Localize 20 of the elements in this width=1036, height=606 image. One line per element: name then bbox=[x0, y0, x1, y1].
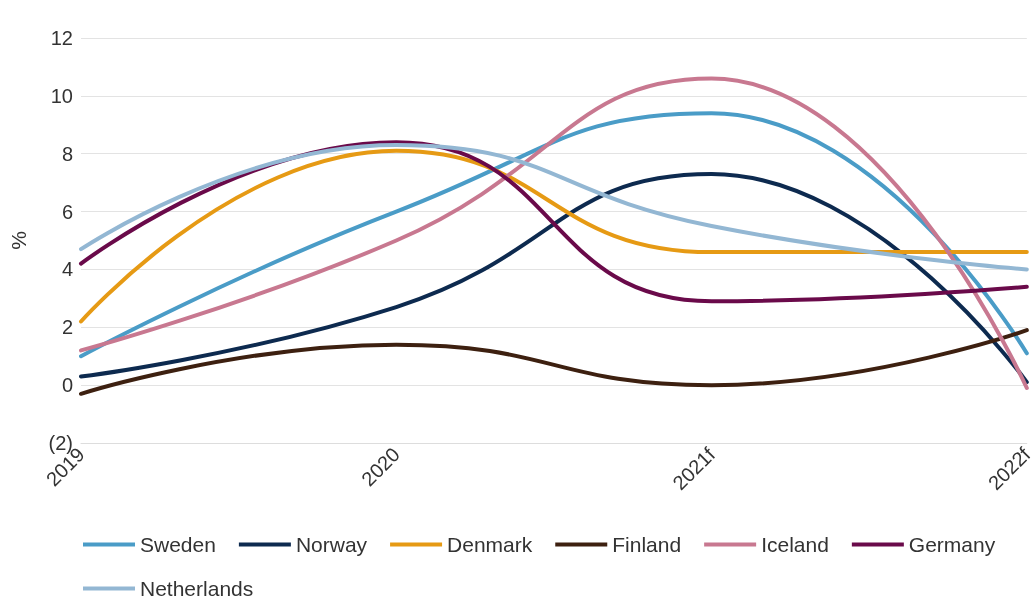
y-tick-label: 8 bbox=[61, 142, 73, 165]
line-series bbox=[79, 111, 1029, 359]
line-series bbox=[79, 143, 1029, 272]
line-series bbox=[79, 171, 1029, 385]
y-tick-label: 4 bbox=[61, 258, 73, 281]
legend-label: Iceland bbox=[761, 533, 829, 556]
y-tick-label: 2 bbox=[61, 316, 73, 339]
legend-label: Sweden bbox=[140, 533, 216, 556]
legend-label: Netherlands bbox=[140, 577, 254, 600]
legend-label: Finland bbox=[612, 533, 682, 556]
y-tick-label: 12 bbox=[50, 27, 73, 49]
y-tick-label: 6 bbox=[61, 200, 73, 223]
legend-label: Norway bbox=[295, 533, 368, 556]
line-series bbox=[79, 328, 1029, 396]
y-tick-label: 10 bbox=[50, 84, 73, 107]
line-series bbox=[79, 76, 1029, 391]
y-tick-label: 0 bbox=[61, 374, 73, 397]
legend-label: Denmark bbox=[447, 533, 533, 556]
y-axis-title: % bbox=[7, 231, 30, 250]
legend-label: Germany bbox=[908, 533, 996, 556]
